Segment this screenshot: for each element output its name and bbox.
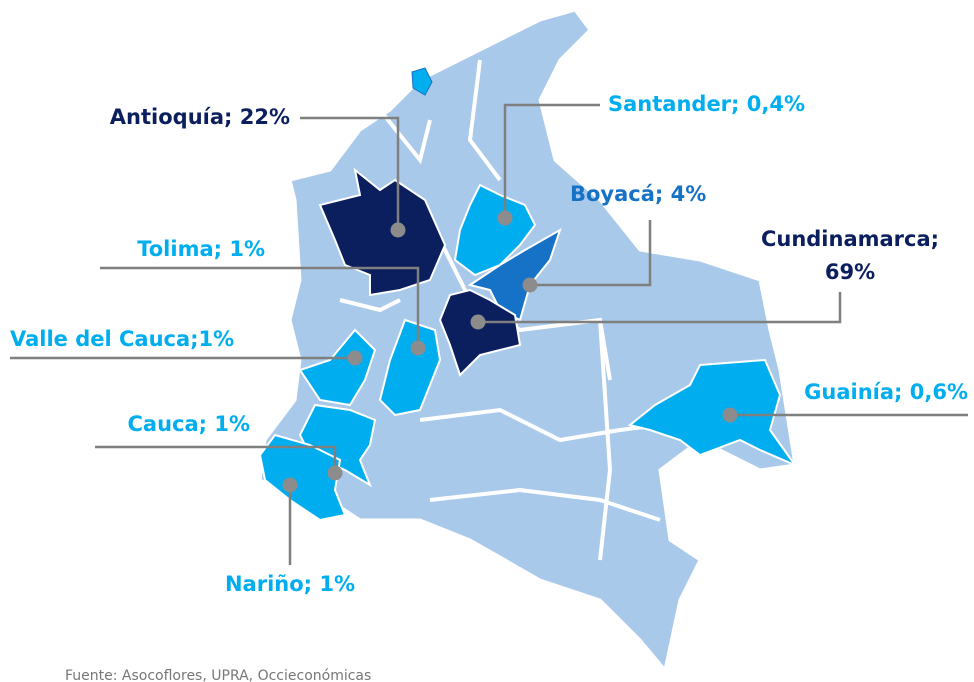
country-outline [258, 8, 797, 674]
marker-dot [522, 277, 538, 293]
marker-dot [470, 314, 486, 330]
region-label: Cauca; 1% [127, 412, 250, 436]
region-label: Valle del Cauca;1% [10, 327, 234, 351]
marker-dot [347, 350, 363, 366]
region-label: Antioquía; 22% [110, 105, 290, 129]
marker-dot [327, 465, 343, 481]
leader-line [503, 103, 600, 218]
region-label: 69% [825, 260, 875, 284]
region [318, 167, 447, 297]
leader-line [95, 445, 337, 473]
regions [258, 167, 798, 522]
labels: Antioquía; 22% Santander; 0,4% Boyacá; 4% C… [10, 92, 968, 596]
marker-dot [497, 210, 513, 226]
region [258, 433, 347, 522]
source: Fuente: Asocoflores, UPRA, Occieconómica… [65, 668, 371, 682]
region-label: Cundinamarca; [761, 227, 939, 251]
region [627, 358, 798, 468]
leader-line [478, 292, 842, 324]
region-label: Tolima; 1% [137, 237, 265, 261]
region [378, 318, 442, 417]
region-label: Santander; 0,4% [608, 92, 805, 116]
marker-dot [282, 477, 298, 493]
marker-dot [410, 340, 426, 356]
marker-dot [390, 222, 406, 238]
region-label: Guainía; 0,6% [804, 380, 968, 404]
leader-line [100, 266, 420, 348]
region-label: Boyacá; 4% [570, 182, 706, 206]
leader-line [300, 116, 400, 230]
island [411, 67, 433, 96]
region [467, 227, 562, 322]
leader-line [530, 220, 652, 287]
region-label: Nariño; 1% [225, 572, 355, 596]
region [298, 328, 377, 407]
marker-dot [722, 407, 738, 423]
region [438, 288, 522, 377]
